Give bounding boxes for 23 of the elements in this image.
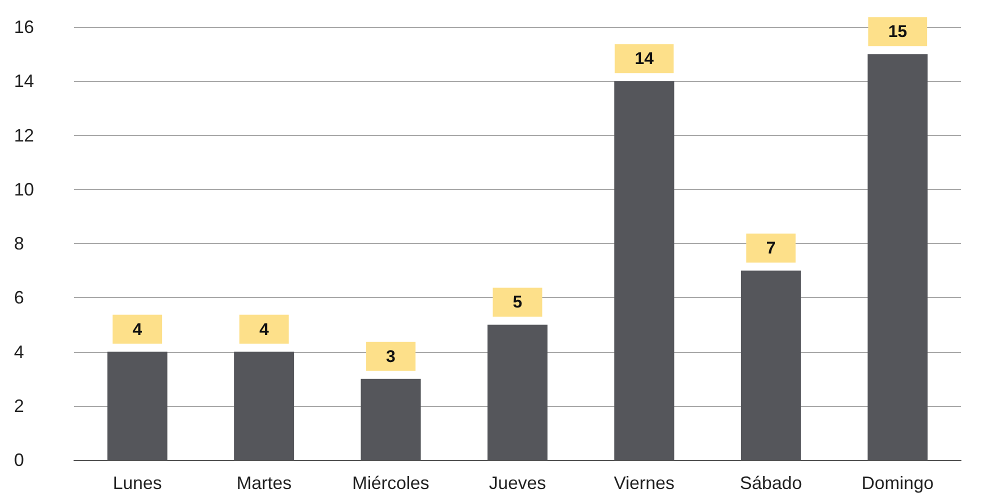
data-label: 14: [634, 49, 654, 68]
y-tick-label: 10: [14, 179, 34, 200]
x-tick-label: Jueves: [488, 473, 546, 493]
y-tick-label: 14: [14, 71, 34, 92]
data-label: 4: [259, 320, 270, 339]
y-tick-label: 12: [14, 125, 34, 146]
x-tick-label: Sábado: [740, 473, 802, 493]
y-tick-label: 4: [14, 342, 24, 362]
data-label: 4: [132, 320, 143, 339]
x-tick-label: Miércoles: [352, 473, 430, 493]
data-label: 15: [888, 22, 908, 42]
x-tick-label: Domingo: [862, 473, 934, 493]
y-tick-label: 2: [14, 396, 24, 416]
x-tick-label: Martes: [236, 473, 292, 493]
data-label: 5: [512, 292, 522, 312]
y-tick-label: 16: [14, 17, 34, 37]
y-tick-label: 8: [14, 234, 24, 254]
data-label: 7: [766, 238, 776, 258]
data-label: 3: [386, 346, 396, 366]
x-tick-label: Lunes: [112, 473, 162, 493]
y-tick-label: 0: [14, 450, 24, 470]
y-tick-label: 6: [14, 288, 24, 308]
x-tick-label: Viernes: [614, 473, 675, 493]
